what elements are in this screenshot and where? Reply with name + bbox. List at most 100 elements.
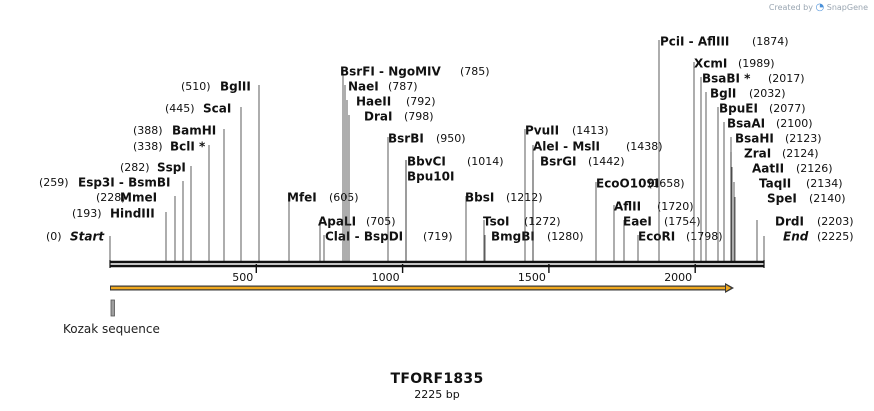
site-name: EcoO109I — [596, 177, 659, 191]
site-position: (1798) — [686, 230, 723, 243]
site-name: TsoI — [483, 215, 509, 229]
site-name: Esp3I - BsmBI — [78, 176, 170, 190]
sequence-backbone — [110, 260, 764, 268]
site-position: (1658) — [648, 177, 685, 190]
site-position: (1438) — [626, 140, 663, 153]
site-name: MfeI — [287, 191, 317, 205]
orf-arrow-head-fill — [726, 285, 731, 291]
site-position: (445) — [165, 102, 195, 115]
site-name: MmeI — [120, 191, 157, 205]
features — [110, 283, 734, 317]
ruler-tick-label: 1500 — [518, 271, 546, 284]
site-position: (2017) — [768, 72, 805, 85]
site-name: BbvCI — [407, 155, 446, 169]
site-position: (388) — [133, 124, 163, 137]
site-name: ZraI — [744, 147, 771, 161]
site-position: (2077) — [769, 102, 806, 115]
kozak-sequence-box — [110, 299, 115, 317]
site-name: PvuII — [525, 124, 559, 138]
site-name: XcmI — [694, 57, 727, 71]
site-name: BsrBI — [388, 132, 424, 146]
site-position: (2124) — [782, 147, 819, 160]
site-position: (705) — [366, 215, 396, 228]
site-name: EcoRI — [638, 230, 675, 244]
site-name: BsrFI - NgoMIV — [340, 65, 441, 79]
site-name: TaqII — [759, 177, 791, 191]
site-position: (1272) — [524, 215, 561, 228]
site-position: (1989) — [738, 57, 775, 70]
site-position: (259) — [39, 176, 69, 189]
site-position: (2032) — [749, 87, 786, 100]
snapgene-watermark: Created by ◔ SnapGene — [769, 2, 868, 13]
sequence-name: TFORF1835 — [390, 371, 484, 387]
site-name: SspI — [157, 161, 186, 175]
site-position: (1212) — [506, 191, 543, 204]
site-name: ScaI — [203, 102, 231, 116]
site-name: PciI - AflIII — [660, 35, 729, 49]
site-name: End — [783, 230, 809, 244]
site-name: ClaI - BspDI — [325, 230, 403, 244]
site-position: (798) — [404, 110, 434, 123]
site-name: BglII — [220, 80, 251, 94]
site-name: BamHI — [172, 124, 216, 138]
sequence-length: 2225 bp — [414, 388, 460, 401]
site-name: BclI * — [170, 140, 206, 154]
site-position: (2225) — [817, 230, 854, 243]
site-name: EaeI — [623, 215, 652, 229]
site-position: (282) — [120, 161, 150, 174]
site-name: ApaLI — [318, 215, 356, 229]
site-position: (785) — [460, 65, 490, 78]
site-position: (1754) — [664, 215, 701, 228]
site-name: Start — [70, 230, 105, 244]
site-name: BpuEI — [719, 102, 758, 116]
site-name: HaeII — [356, 95, 391, 109]
site-name: BsrGI — [540, 155, 577, 169]
site-name: AflII — [614, 200, 641, 214]
ruler-tick-label: 500 — [232, 271, 253, 284]
site-position: (787) — [388, 80, 418, 93]
site-position: (510) — [181, 80, 211, 93]
ruler: 500 1000 1500 2000 — [109, 260, 765, 284]
snapgene-logo-icon: ◔ — [815, 2, 825, 13]
site-name: AatII — [752, 162, 784, 176]
kozak-sequence-label: Kozak sequence — [63, 322, 160, 336]
site-name: BmgBI — [491, 230, 535, 244]
site-name: Bpu10I — [407, 170, 454, 184]
site-position: (1442) — [588, 155, 625, 168]
site-name: BbsI — [465, 191, 494, 205]
site-position: (605) — [329, 191, 359, 204]
site-position: (1874) — [752, 35, 789, 48]
watermark-prefix: Created by — [768, 3, 813, 12]
site-name: DrdI — [775, 215, 804, 229]
site-position: (2140) — [809, 192, 846, 205]
site-position: (1720) — [657, 200, 694, 213]
site-name: NaeI — [348, 80, 379, 94]
site-position: (950) — [436, 132, 466, 145]
site-name: BsaBI * — [702, 72, 751, 86]
site-position: (719) — [423, 230, 453, 243]
site-name: AleI - MslI — [533, 140, 600, 154]
site-name: SpeI — [767, 192, 797, 206]
restriction-sites: Start (0) HindIII (193) MmeI(228)Esp3I - Bsm… — [39, 35, 854, 261]
site-position: (792) — [406, 95, 436, 108]
site-position: (338) — [133, 140, 163, 153]
ruler-tick-label: 1000 — [372, 271, 400, 284]
ruler-tick-label: 2000 — [664, 271, 692, 284]
site-position: (1280) — [547, 230, 584, 243]
site-position: (2126) — [796, 162, 833, 175]
site-position: (2134) — [806, 177, 843, 190]
watermark-brand: SnapGene — [826, 3, 868, 12]
site-position: (193) — [72, 207, 102, 220]
site-name: HindIII — [110, 207, 155, 221]
site-position: (2123) — [785, 132, 822, 145]
site-position: (2203) — [817, 215, 854, 228]
site-position: (2100) — [776, 117, 813, 130]
site-position: (0) — [46, 230, 62, 243]
site-position: (1014) — [467, 155, 504, 168]
site-position: (228) — [96, 191, 126, 204]
site-name: BsaAI — [727, 117, 765, 131]
site-position: (1413) — [572, 124, 609, 137]
site-name: BglI — [710, 87, 736, 101]
site-name: DraI — [364, 110, 392, 124]
